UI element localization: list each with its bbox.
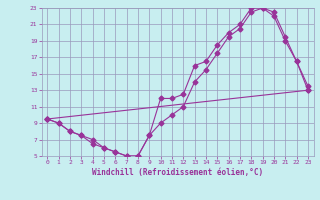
X-axis label: Windchill (Refroidissement éolien,°C): Windchill (Refroidissement éolien,°C) <box>92 168 263 177</box>
